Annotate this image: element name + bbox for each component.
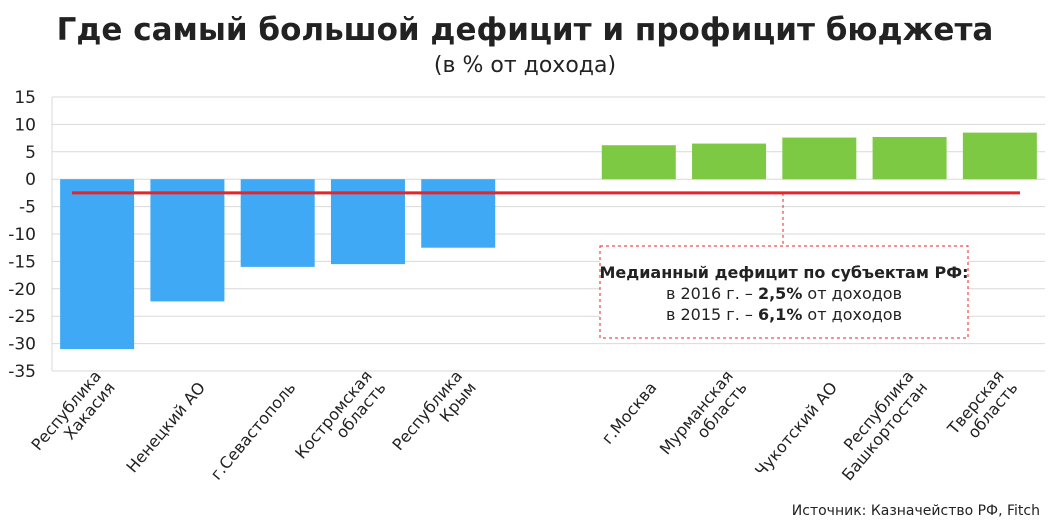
x-tick-label: Костромскаяобласть (291, 367, 390, 474)
y-tick-label: -20 (8, 280, 36, 300)
chart-subtitle: (в % от дохода) (434, 53, 616, 78)
chart-title: Где самый большой дефицит и профицит бюд… (57, 12, 994, 48)
annotation-part: в 2016 г. – (666, 284, 758, 303)
x-tick-label: РеспубликаКрым (388, 367, 479, 466)
annotation-part: в 2015 г. – (666, 305, 758, 324)
annotation-text: в 2015 г. – 6,1% от доходов (666, 305, 902, 324)
y-tick-label: -25 (8, 307, 36, 327)
bar (872, 137, 947, 180)
x-tick-label: Мурманскаяобласть (656, 367, 751, 470)
y-tick-label: 5 (25, 143, 36, 163)
annotation-text: Медианный дефицит по субъектам РФ: (600, 263, 969, 282)
bar (421, 179, 496, 248)
x-tick-label: Тверскаяобласть (943, 367, 1022, 451)
bar (692, 143, 767, 180)
y-tick-label: -30 (8, 335, 36, 355)
x-tick-label: Чукотский АО (751, 378, 841, 480)
y-tick-label: -15 (8, 252, 36, 272)
annotation-part: от доходов (802, 305, 902, 324)
annotation-text: в 2016 г. – 2,5% от доходов (666, 284, 902, 303)
x-tick-label: Ненецкий АО (122, 378, 209, 476)
x-tick-label: РеспубликаБашкортостан (824, 367, 931, 485)
x-tick-label: РеспубликаХакасия (27, 367, 118, 466)
annotation-part: 6,1% (758, 305, 802, 324)
source: Источник: Казначейство РФ, Fitch (792, 503, 1040, 519)
bar (150, 179, 225, 302)
y-tick-label: -10 (8, 225, 36, 245)
x-tick-label: г.Севастополь (207, 378, 300, 483)
annotation-part: 2,5% (758, 284, 802, 303)
y-tick-label: 10 (14, 115, 36, 135)
bar (782, 137, 857, 180)
annotation-box (599, 245, 969, 339)
y-tick-label: -5 (19, 198, 36, 218)
y-tick-label: 15 (14, 88, 36, 108)
bar (60, 179, 135, 350)
y-tick-label: 0 (25, 170, 36, 190)
x-tick-label: г.Москва (598, 378, 661, 447)
y-tick-label: -35 (8, 362, 36, 382)
annotation-part: от доходов (802, 284, 902, 303)
annotation-part: Медианный дефицит по субъектам РФ: (600, 263, 969, 282)
bar (601, 145, 676, 180)
bar (962, 132, 1037, 180)
